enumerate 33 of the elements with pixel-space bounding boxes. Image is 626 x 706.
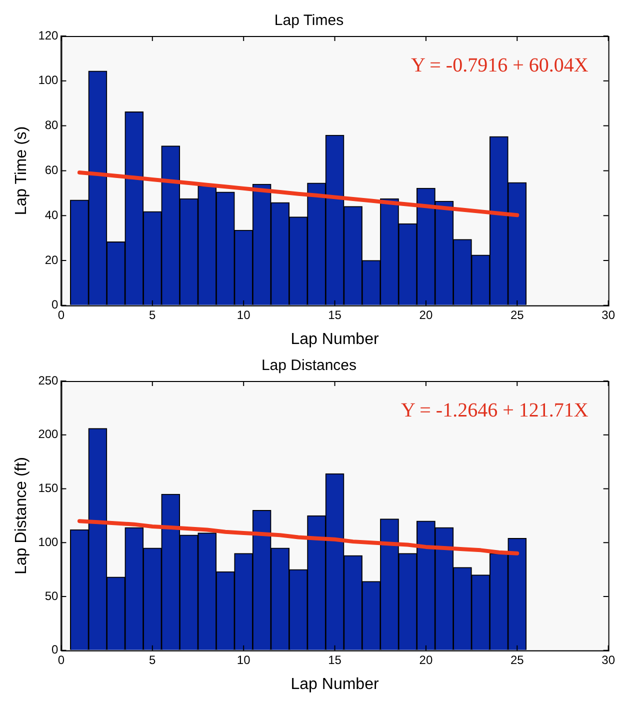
y-tick-label: 100 bbox=[38, 534, 59, 549]
y-tick-label: 0 bbox=[52, 298, 59, 312]
x-tick-label: 15 bbox=[328, 308, 342, 322]
x-tick-label: 5 bbox=[149, 308, 156, 322]
x-axis-title: Lap Number bbox=[290, 676, 380, 693]
x-tick-label: 20 bbox=[419, 652, 433, 667]
x-tick-label: 30 bbox=[602, 652, 616, 667]
chart-title: Lap Distances bbox=[261, 357, 357, 374]
x-tick-label: 5 bbox=[149, 652, 156, 667]
x-tick-label: 25 bbox=[510, 652, 524, 667]
y-tick-label: 20 bbox=[44, 252, 59, 267]
y-tick-label: 120 bbox=[38, 28, 59, 42]
y-tick-label: 80 bbox=[44, 118, 59, 132]
y-tick-label: 250 bbox=[38, 373, 59, 388]
x-tick-label: 15 bbox=[328, 652, 342, 667]
chart-title: Lap Times bbox=[274, 12, 344, 30]
y-axis-title: Lap Distance (ft) bbox=[13, 457, 30, 574]
x-tick-label: 20 bbox=[419, 308, 433, 322]
x-tick-label: 25 bbox=[510, 308, 524, 322]
y-tick-label: 50 bbox=[44, 588, 59, 603]
x-tick-label: 10 bbox=[236, 652, 251, 667]
y-tick-label: 60 bbox=[44, 163, 59, 178]
y-tick-label: 40 bbox=[44, 208, 59, 222]
y-tick-label: 0 bbox=[52, 642, 59, 657]
annotation: Y = -1.2646 + 121.71X bbox=[400, 399, 589, 422]
annotation: Y = -0.7916 + 60.04X bbox=[410, 54, 589, 76]
x-axis-title: Lap Number bbox=[290, 330, 380, 348]
x-tick-label: 10 bbox=[236, 308, 251, 322]
y-tick-label: 100 bbox=[38, 73, 59, 88]
x-tick-label: 30 bbox=[602, 308, 616, 322]
y-tick-label: 200 bbox=[38, 427, 59, 442]
y-tick-label: 150 bbox=[38, 481, 59, 496]
y-axis-title: Lap Time (s) bbox=[13, 126, 30, 216]
